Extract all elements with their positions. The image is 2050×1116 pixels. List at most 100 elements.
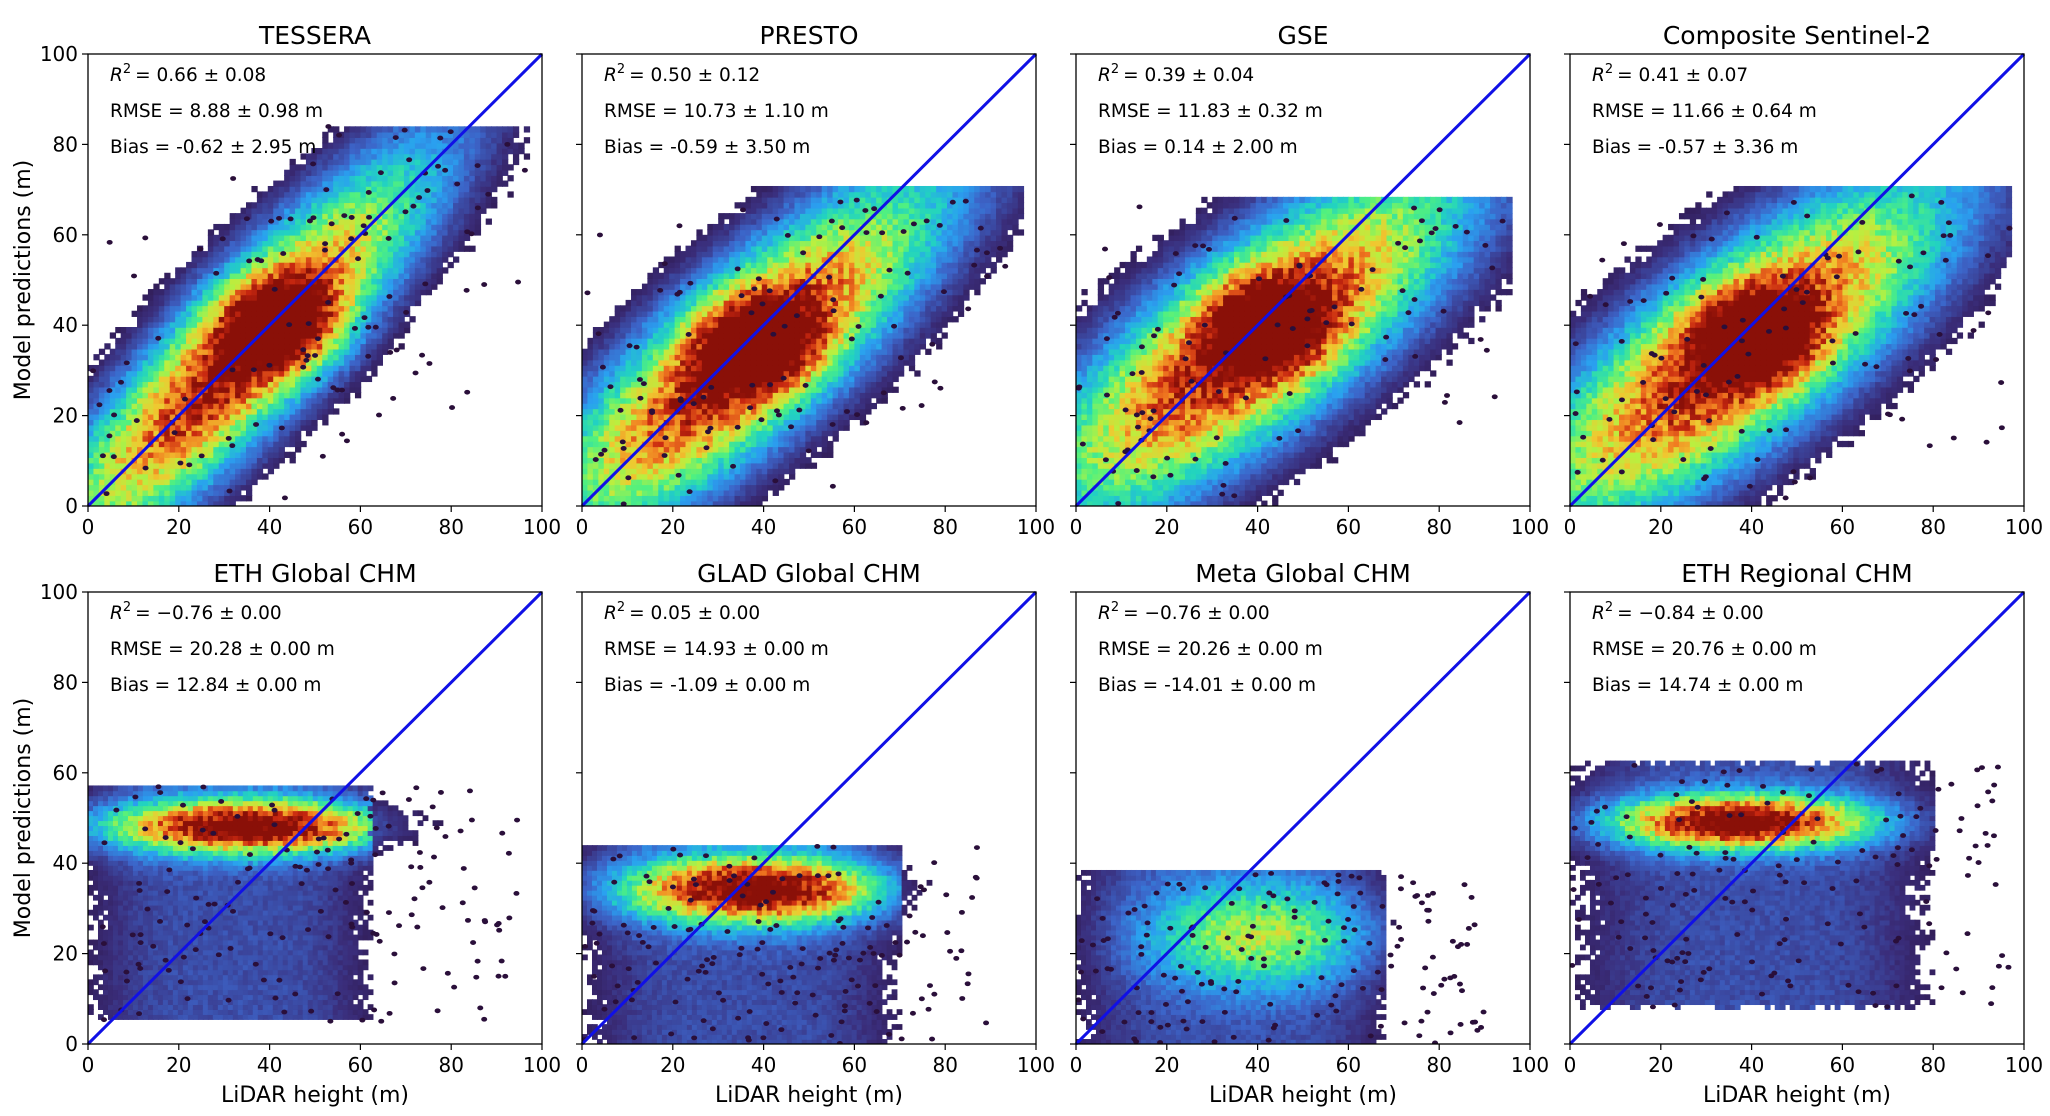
hex-cell [745,392,752,399]
hex-cell [474,229,482,236]
hex-cell [403,234,411,242]
hex-cell [690,305,698,312]
hex-cell [213,484,220,491]
hex-cell [631,397,638,404]
hex-cell [180,327,187,334]
hex-cell [191,435,198,442]
hex-cell [647,468,654,475]
hex-cell [376,267,383,274]
outlier-point [186,462,193,468]
hex-cell [425,289,433,296]
hex-cell [414,245,422,252]
hex-cell [305,207,313,214]
hex-cell [447,137,454,144]
hex-cell [701,478,709,486]
hex-cell [447,218,454,225]
hex-cell [641,419,649,426]
hex-cell [311,251,318,258]
hex-cell [115,402,122,410]
hex-cell [592,440,600,448]
hex-cell [772,489,779,496]
hex-cell [625,408,632,415]
hex-cell [609,495,616,502]
hex-cell [333,137,340,144]
hex-cell [196,283,204,290]
hex-cell [718,337,725,345]
hex-cell [153,457,160,464]
hex-cell [273,191,280,198]
hex-cell [164,489,171,496]
hex-cell [598,327,605,334]
hex-cell [186,343,193,350]
hex-cell [229,272,236,279]
hex-cell [376,218,383,225]
hex-cell [147,424,155,431]
hex-cell [295,272,302,279]
hex-cell [609,435,616,442]
hex-cell [387,218,394,225]
hex-cell [305,419,313,426]
hex-cell [289,451,296,458]
hex-cell [778,267,785,274]
hex-cell [164,468,171,475]
hex-cell [224,321,231,328]
hex-cell [382,289,389,296]
hex-cell [734,484,741,491]
hex-cell [756,321,763,328]
hex-cell [311,175,318,182]
hex-cell [278,435,285,442]
hex-cell [783,468,790,475]
hex-cell [712,299,719,307]
hex-cell [403,180,411,187]
hex-cell [772,245,779,252]
hex-cell [778,207,785,214]
hex-cell [442,164,449,171]
hex-cell [652,489,660,496]
hex-cell [685,462,692,469]
panel-title: TESSERA [258,21,371,50]
hex-cell [734,359,741,366]
hex-cell [333,305,340,312]
hex-cell [453,218,460,225]
hex-cell [213,408,220,415]
hex-cell [126,451,133,458]
hex-cell [398,234,405,242]
hex-cell [603,430,611,437]
hex-cell [652,289,660,296]
hex-cell [636,386,643,393]
hex-cell [278,267,285,274]
hex-cell [712,462,719,469]
hex-cell [750,251,758,258]
hex-cell [371,202,378,209]
hex-cell [707,267,714,274]
hex-cell [196,332,204,339]
hex-cell [420,175,427,182]
hex-cell [322,359,329,366]
hex-cell [685,283,692,290]
hex-cell [191,370,198,377]
hex-cell [300,337,307,345]
hex-cell [186,484,193,491]
hex-cell [663,430,670,437]
hex-cell [213,478,220,486]
hex-cell [609,424,616,431]
hex-cell [453,207,460,214]
hex-cell [196,489,204,496]
hex-cell [598,343,605,350]
hex-cell [734,408,741,415]
hex-cell [669,440,676,448]
hex-cell [403,272,411,279]
hex-cell [164,473,171,480]
hex-cell [463,131,471,138]
hex-cell [256,207,264,214]
hex-cell [641,451,649,458]
hex-cell [338,207,345,214]
hex-cell [137,375,144,383]
hex-cell [224,327,231,334]
hex-cell [115,343,122,350]
hex-cell [153,337,160,345]
hex-cell [734,332,741,339]
hex-cell [393,126,400,133]
hex-cell [175,440,182,448]
